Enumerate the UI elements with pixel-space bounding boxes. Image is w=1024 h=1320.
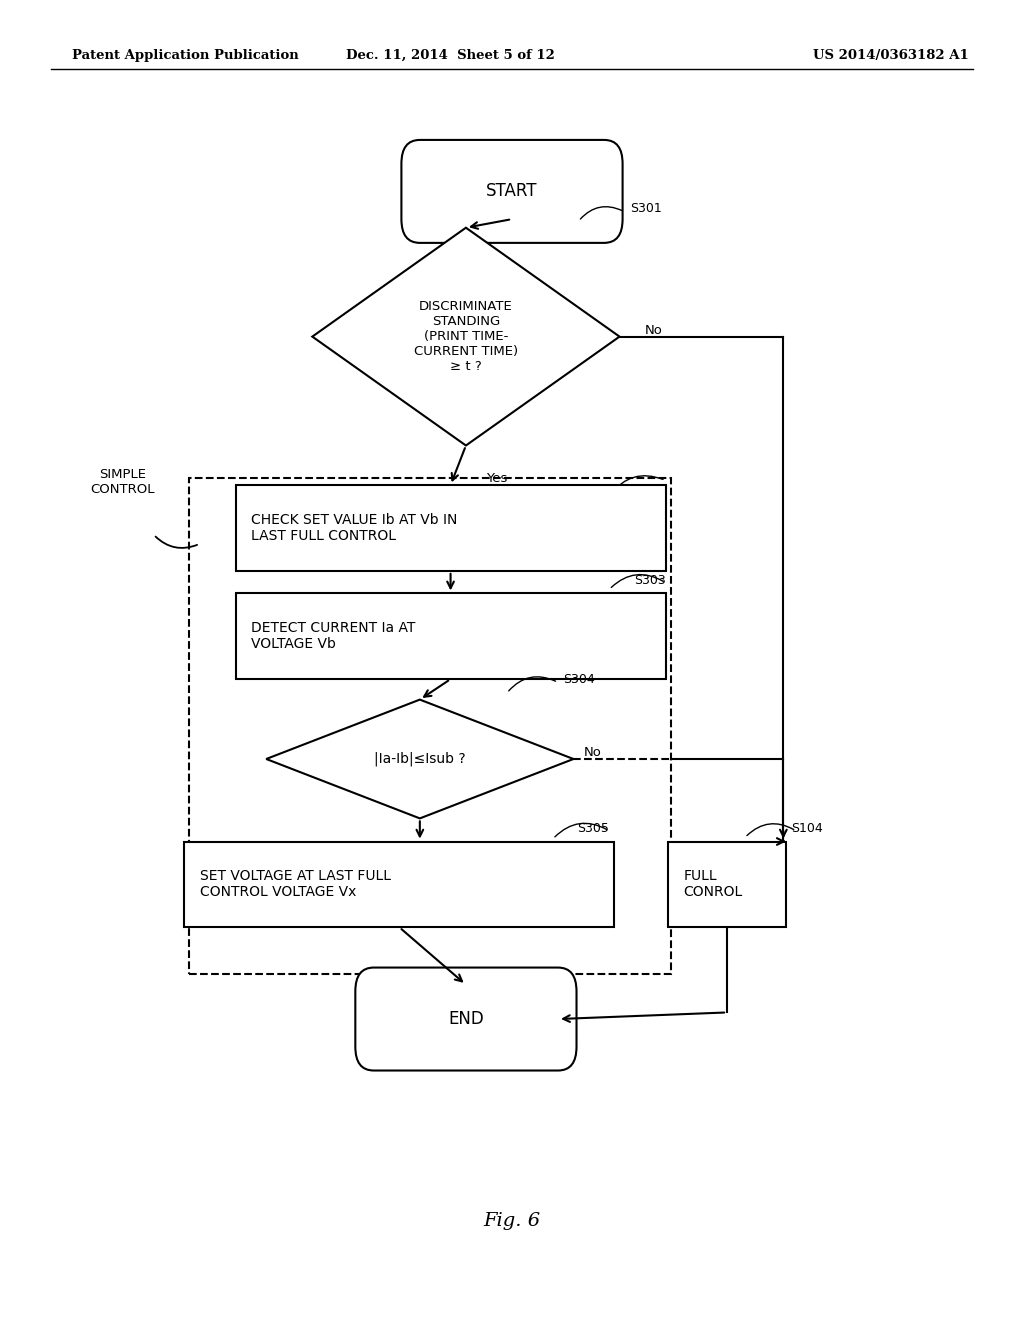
Text: Yes: Yes bbox=[486, 473, 508, 484]
Text: SET VOLTAGE AT LAST FULL
CONTROL VOLTAGE Vx: SET VOLTAGE AT LAST FULL CONTROL VOLTAGE… bbox=[200, 870, 391, 899]
Text: Fig. 6: Fig. 6 bbox=[483, 1212, 541, 1230]
Text: DISCRIMINATE
STANDING
(PRINT TIME-
CURRENT TIME)
≥ t ?: DISCRIMINATE STANDING (PRINT TIME- CURRE… bbox=[414, 300, 518, 374]
Text: S305: S305 bbox=[578, 822, 609, 834]
Text: DETECT CURRENT Ia AT
VOLTAGE Vb: DETECT CURRENT Ia AT VOLTAGE Vb bbox=[251, 622, 416, 651]
Text: END: END bbox=[449, 1010, 483, 1028]
Text: Yes: Yes bbox=[404, 845, 426, 858]
Text: CHECK SET VALUE Ib AT Vb IN
LAST FULL CONTROL: CHECK SET VALUE Ib AT Vb IN LAST FULL CO… bbox=[251, 513, 458, 543]
Text: Patent Application Publication: Patent Application Publication bbox=[72, 49, 298, 62]
Bar bbox=[236, 594, 666, 678]
Polygon shape bbox=[266, 700, 573, 818]
Bar bbox=[236, 484, 666, 570]
Text: S104: S104 bbox=[791, 822, 823, 834]
Bar bbox=[668, 842, 786, 927]
Text: S302: S302 bbox=[634, 484, 666, 498]
Text: START: START bbox=[486, 182, 538, 201]
Text: Dec. 11, 2014  Sheet 5 of 12: Dec. 11, 2014 Sheet 5 of 12 bbox=[346, 49, 555, 62]
Bar bbox=[189, 478, 671, 974]
Text: S301: S301 bbox=[630, 202, 662, 214]
Text: S303: S303 bbox=[634, 574, 666, 586]
Text: S304: S304 bbox=[563, 673, 595, 686]
Text: |Ia-Ib|≤Isub ?: |Ia-Ib|≤Isub ? bbox=[374, 752, 466, 766]
Bar bbox=[184, 842, 614, 927]
Polygon shape bbox=[312, 227, 620, 446]
Text: FULL
CONROL: FULL CONROL bbox=[684, 870, 742, 899]
FancyBboxPatch shape bbox=[401, 140, 623, 243]
Text: No: No bbox=[584, 746, 601, 759]
Text: US 2014/0363182 A1: US 2014/0363182 A1 bbox=[813, 49, 969, 62]
Text: SIMPLE
CONTROL: SIMPLE CONTROL bbox=[91, 467, 155, 496]
FancyBboxPatch shape bbox=[355, 968, 577, 1071]
Text: No: No bbox=[645, 323, 663, 337]
